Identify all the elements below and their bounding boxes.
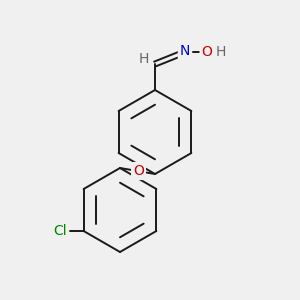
Text: N: N: [180, 44, 190, 58]
Text: O: O: [202, 45, 212, 59]
Text: O: O: [133, 164, 144, 178]
Text: H: H: [216, 45, 226, 59]
Text: Cl: Cl: [53, 224, 66, 238]
Text: H: H: [139, 52, 149, 66]
